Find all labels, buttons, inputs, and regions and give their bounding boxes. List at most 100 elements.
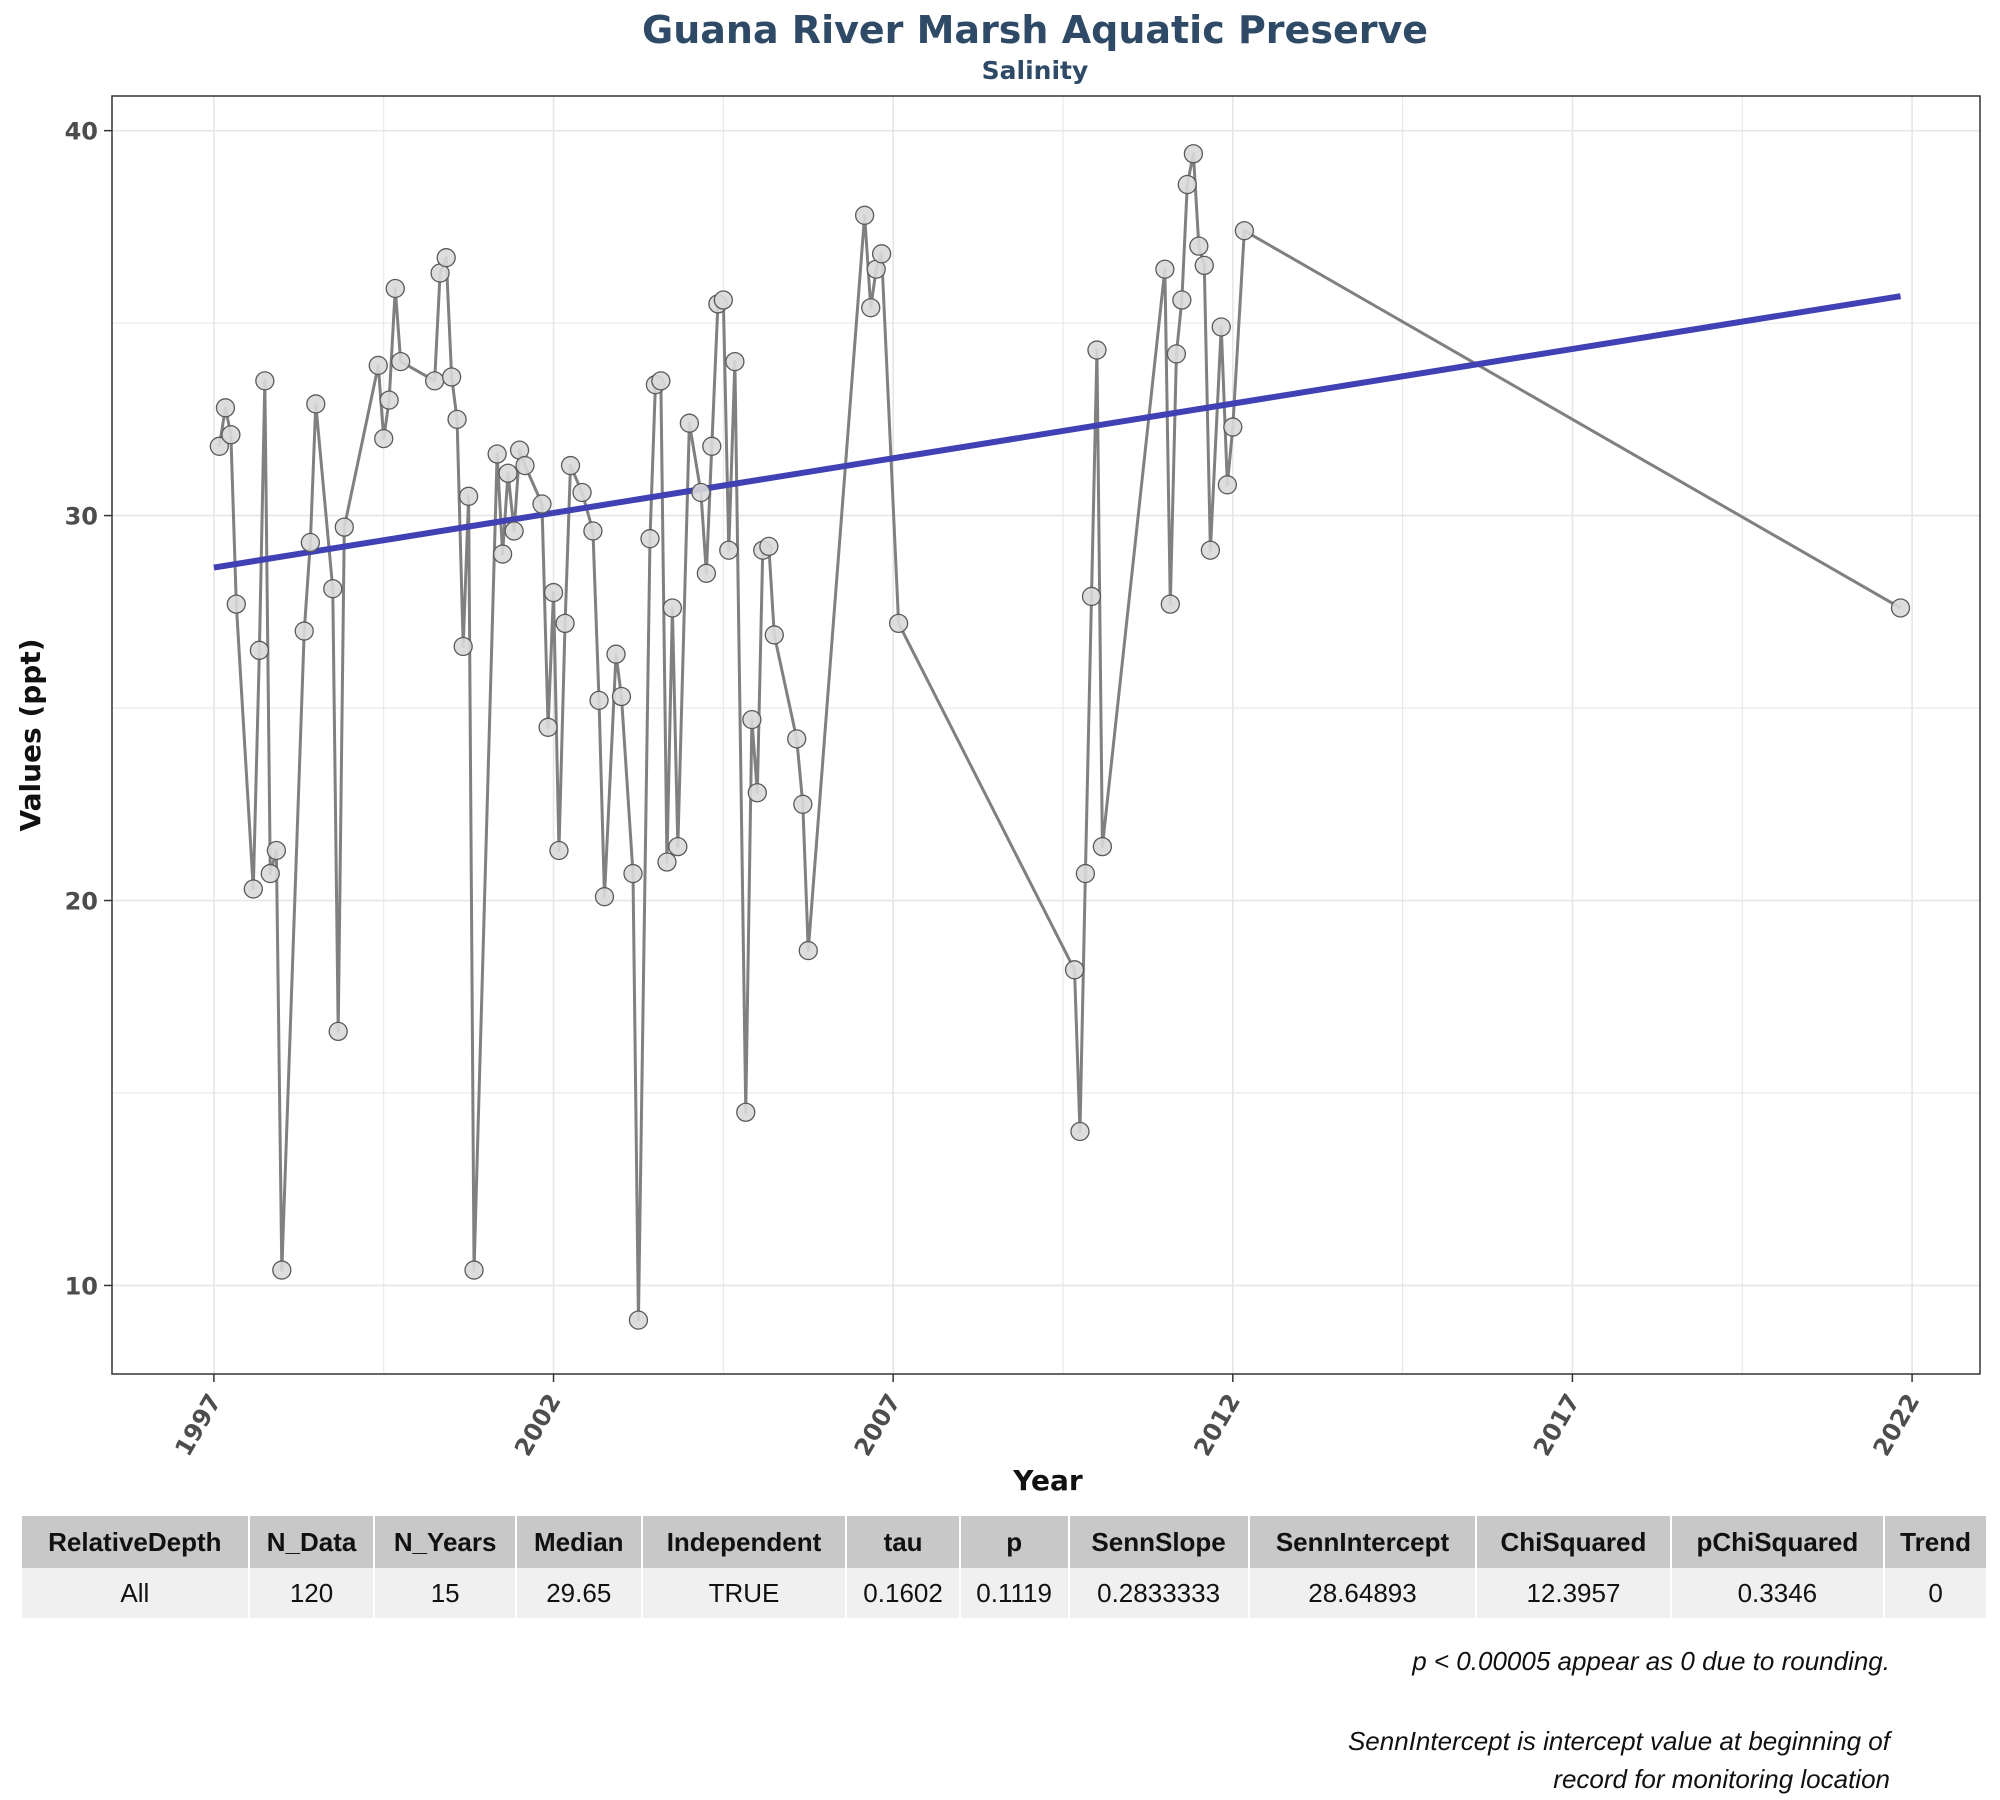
data-point [425,371,445,391]
data-point [657,852,677,872]
stats-table: RelativeDepth N_Data N_Years Median Independ… [20,1516,1988,1618]
data-point [1160,594,1180,614]
data-point [209,436,229,456]
data-point [589,690,609,711]
table-header-cell: N_Data [249,1516,374,1568]
data-point [391,351,411,372]
data-point [1890,598,1911,618]
data-point [368,355,388,376]
x-tick-label: 2022 [1868,1389,1926,1461]
table-header-cell: ChiSquared [1477,1516,1670,1568]
stats-header-row: RelativeDepth N_Data N_Years Median Independ… [22,1516,1986,1568]
chart-title: Guana River Marsh Aquatic Preserve [642,8,1428,52]
data-point [798,940,818,961]
table-header-cell: Trend [1885,1516,1986,1568]
data-point [1070,1121,1090,1142]
data-point [702,436,722,456]
data-point [487,444,507,464]
table-cell: 12.3957 [1477,1568,1670,1618]
data-point [266,840,287,861]
data-point [272,1260,292,1280]
table-header-cell: tau [847,1516,959,1568]
data-point [515,455,535,476]
data-point [759,536,779,557]
data-point [243,879,263,899]
data-point [379,390,399,410]
series-layer [217,152,1902,1322]
data-point [221,425,241,445]
y-tick-label: 40 [65,118,98,146]
data-point [532,494,552,514]
data-point [1217,475,1238,495]
data-point [447,409,467,429]
senn-trend-line [213,293,1902,571]
table-header-cell: SennIntercept [1249,1516,1476,1568]
data-point [543,582,564,603]
table-header-cell: pChiSquared [1671,1516,1884,1568]
table-header-cell: p [960,1516,1068,1568]
salinity-chart: 10 20 30 40 1997 2002 2007 2012 2017 2022 Year V… [14,95,1981,1497]
data-point [458,486,479,506]
intercept-note: SennIntercept is intercept value at begi… [1348,1722,1890,1798]
table-header-cell: Median [516,1516,641,1568]
y-axis-label: Values (ppt) [14,638,47,831]
data-point [498,463,518,483]
data-point [611,686,632,707]
data-point [294,621,314,641]
data-point [300,532,320,553]
data-point [793,794,813,814]
data-point [713,290,733,310]
table-header-cell: RelativeDepth [22,1516,248,1568]
data-point [1223,417,1243,437]
data-point [623,863,643,884]
data-point [1200,540,1221,560]
table-cell: 15 [375,1568,515,1618]
data-point [1087,340,1107,360]
x-axis: 1997 2002 2007 2012 2017 2022 [169,1374,1925,1461]
y-tick-label: 10 [65,1272,98,1300]
data-point [662,598,683,618]
table-cell: 28.64893 [1249,1568,1476,1618]
data-point [1177,174,1197,195]
data-point [255,371,275,391]
trend-layer [213,293,1902,571]
data-point [787,729,807,749]
data-point [306,394,326,414]
data-point [651,371,671,391]
x-tick-label: 2017 [1528,1389,1586,1461]
table-cell: 0 [1885,1568,1986,1618]
data-point [1092,836,1113,857]
data-point [725,351,745,372]
data-point [328,1021,348,1042]
stats-body: All 120 15 29.65 TRUE 0.1602 0.1119 0.2833333 28… [22,1568,1986,1618]
data-point [1211,317,1231,337]
table-cell: TRUE [642,1568,846,1618]
table-cell: All [22,1568,248,1618]
data-point [538,717,558,737]
data-point [436,248,456,268]
data-point [334,517,354,537]
table-cell: 0.2833333 [1069,1568,1248,1618]
table-cell: 120 [249,1568,374,1618]
data-point [215,398,236,418]
data-point [260,863,280,884]
x-tick-label: 2002 [509,1389,567,1461]
data-point [764,625,784,645]
table-header-cell: Independent [642,1516,846,1568]
data-point [504,521,524,541]
table-cell: 0.3346 [1671,1568,1884,1618]
data-point [583,521,603,541]
data-point [861,298,881,318]
data-point [441,367,462,387]
intercept-note-line2: record for monitoring location [1553,1764,1890,1794]
data-point [742,709,762,730]
data-point [385,278,405,299]
points-layer [209,144,1911,1330]
data-point [1081,586,1102,607]
y-tick-label: 20 [65,888,98,916]
y-tick-label: 30 [65,503,98,531]
x-axis-label: Year [1012,1464,1083,1497]
data-point [854,205,875,225]
intercept-note-line1: SennIntercept is intercept value at begi… [1347,1726,1890,1756]
table-cell: 0.1602 [847,1568,959,1618]
